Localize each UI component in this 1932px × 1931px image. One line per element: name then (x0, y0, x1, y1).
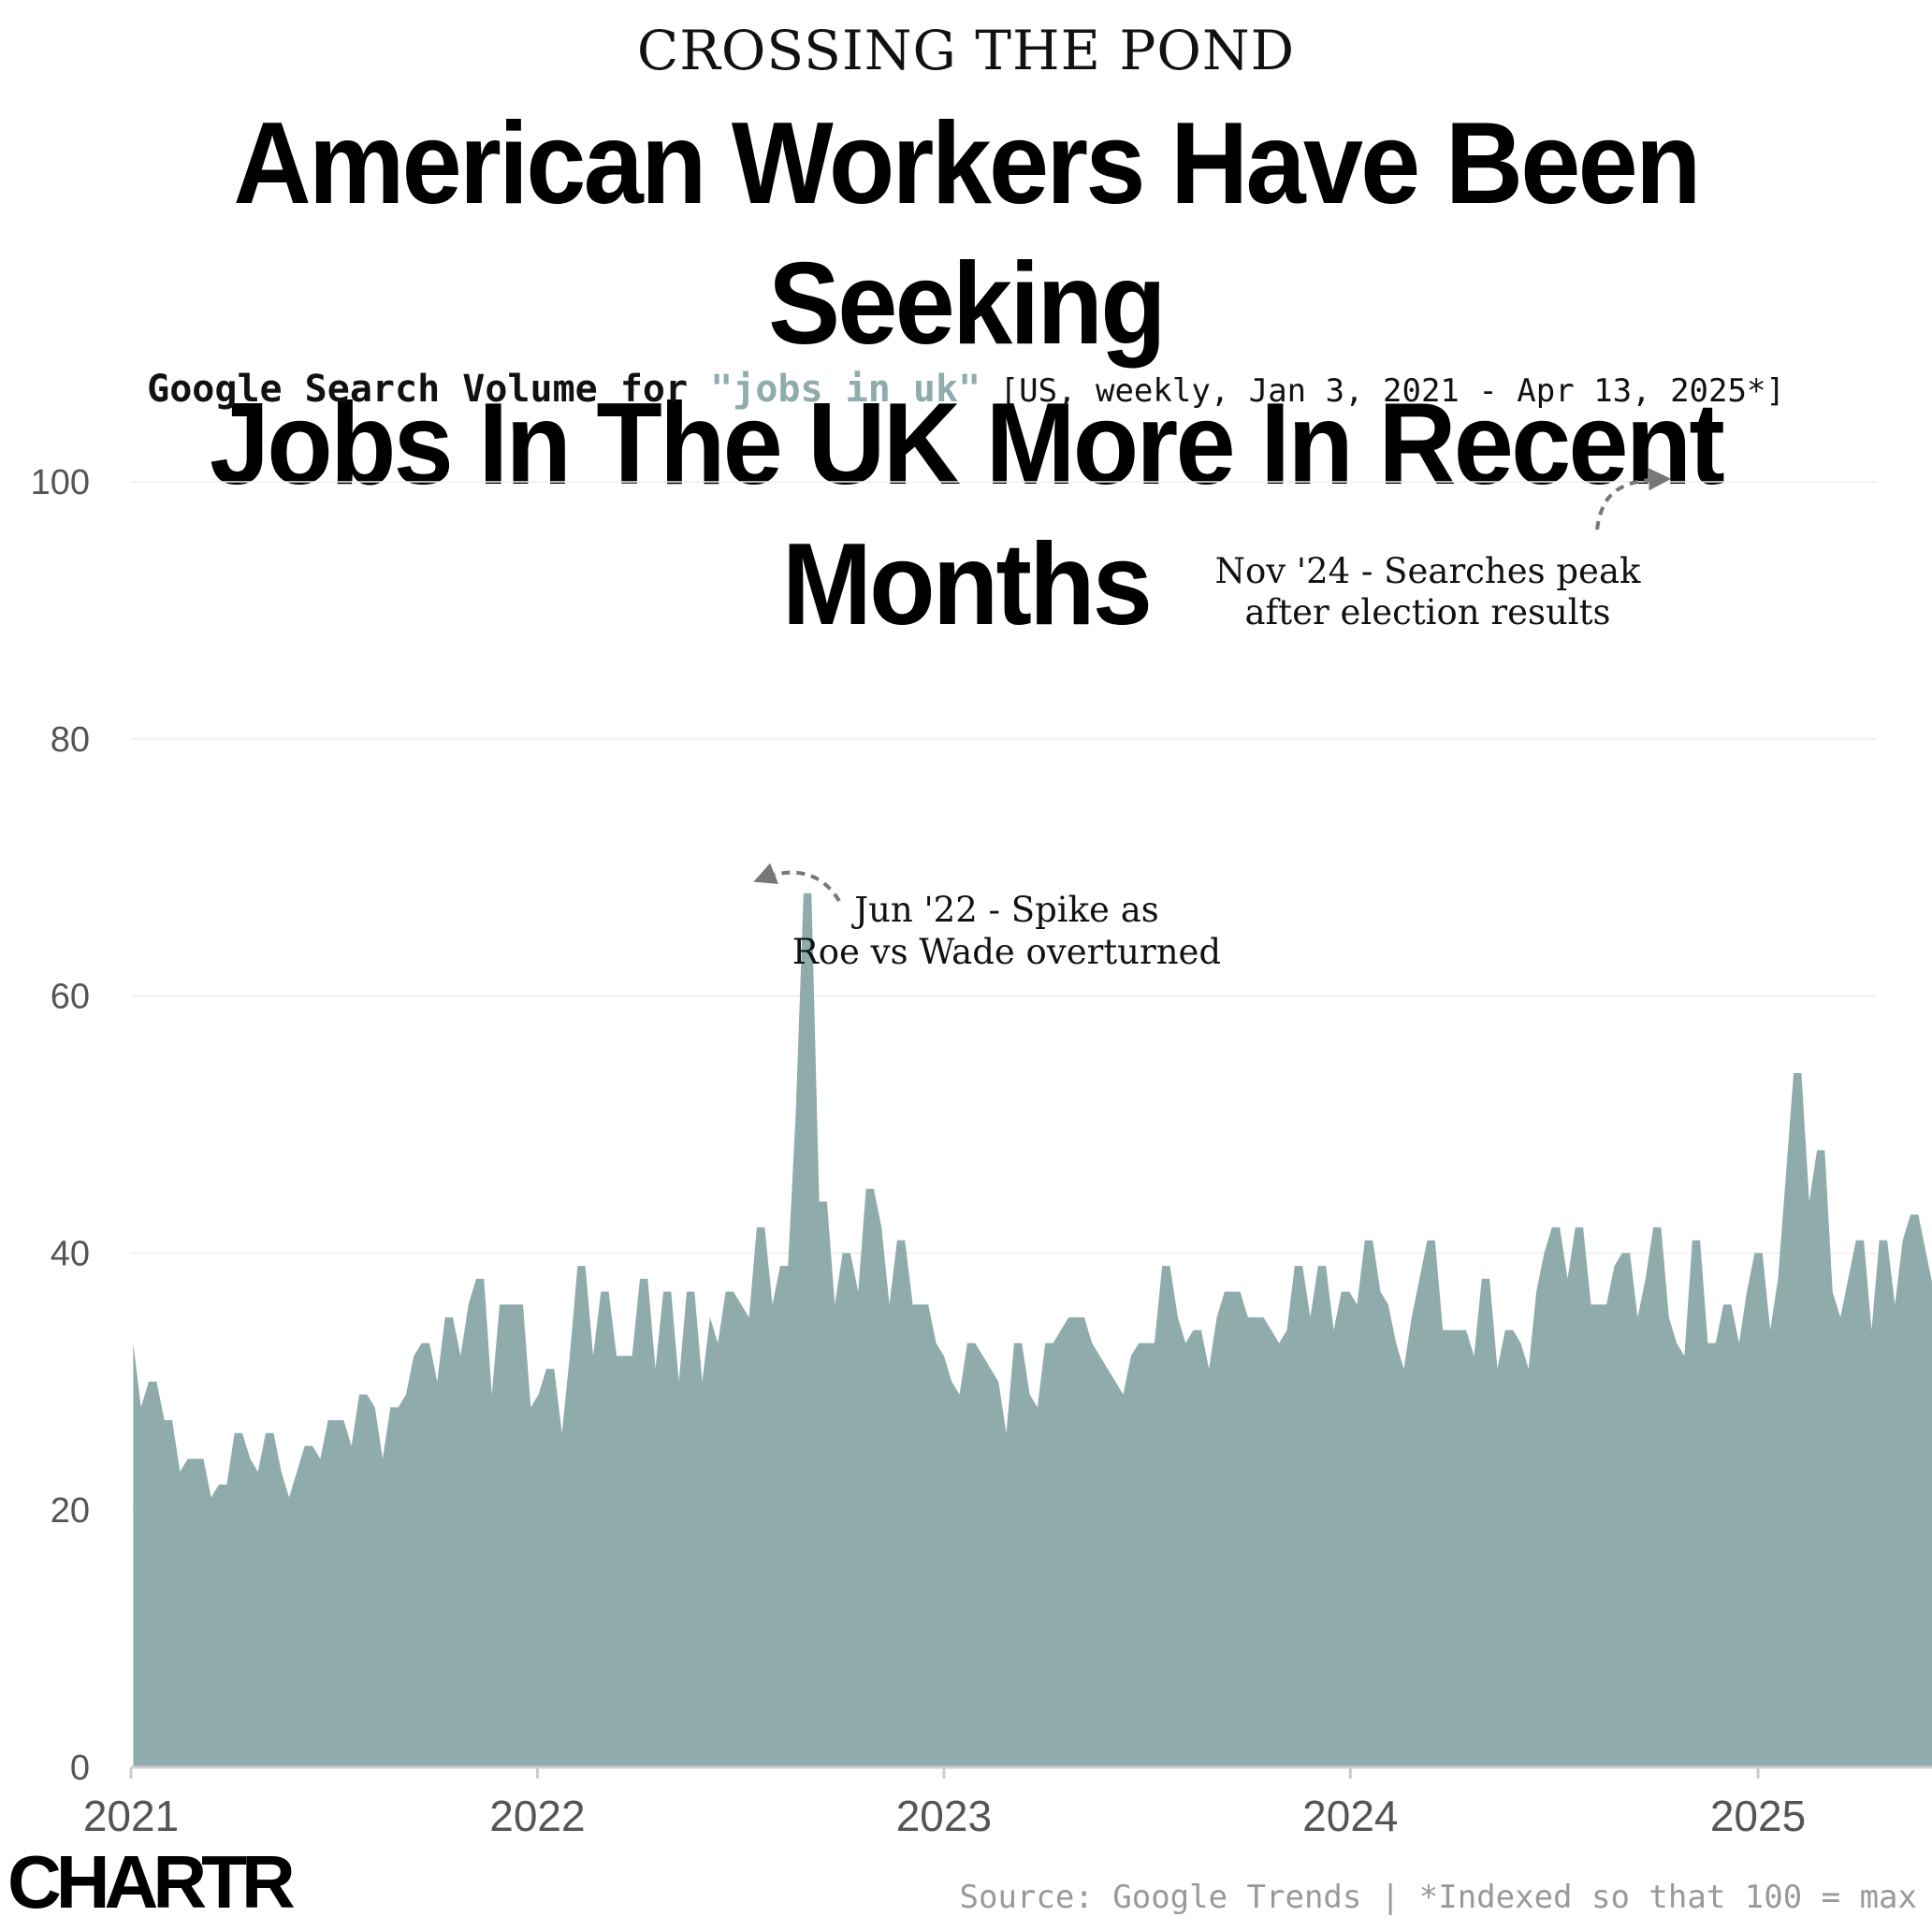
kicker: CROSSING THE POND (636, 19, 1296, 82)
chart-title: American Workers Have Been Seeking Jobs … (67, 94, 1864, 655)
subtitle-range: [US, weekly, Jan 3, 2021 - Apr 13, 2025*… (981, 372, 1785, 410)
title-line-2: Jobs In The UK More In Recent Months (209, 380, 1725, 649)
y-axis: 0 20 40 60 80 100 (31, 463, 90, 1788)
annotation-jun22-line2: Roe vs Wade overturned (792, 932, 1221, 972)
x-tick-label: 2023 (896, 1792, 992, 1840)
x-tick-label: 2022 (489, 1792, 585, 1840)
annotation-nov24-line2: after election results (1245, 592, 1611, 632)
annotation-arrow-jun22 (753, 863, 841, 903)
subtitle-search-term: "jobs in uk" (710, 368, 981, 411)
annotation-nov24-line1: Nov '24 - Searches peak (1215, 551, 1641, 591)
x-axis: 2021 2022 2023 2024 2025 (83, 1767, 1806, 1840)
y-tick-label: 80 (51, 720, 90, 760)
annotation-arrow-nov24 (1595, 468, 1672, 530)
y-tick-label: 20 (51, 1491, 90, 1531)
annotation-jun22-line1: Jun '22 - Spike as (850, 890, 1159, 930)
y-tick-label: 60 (51, 978, 90, 1017)
chart-subtitle: Google Search Volume for "jobs in uk" [U… (0, 368, 1932, 411)
y-tick-label: 0 (70, 1749, 90, 1788)
y-tick-label: 100 (31, 463, 90, 502)
x-tick-label: 2025 (1710, 1792, 1806, 1840)
source-note: Source: Google Trends | *Indexed so that… (959, 1879, 1918, 1916)
y-tick-label: 40 (51, 1234, 90, 1273)
search-volume-area (133, 893, 1932, 1767)
x-tick-label: 2021 (83, 1792, 179, 1840)
subtitle-lead: Google Search Volume for (147, 368, 711, 411)
x-tick-label: 2024 (1302, 1792, 1398, 1840)
title-line-1: American Workers Have Been Seeking (233, 99, 1701, 369)
chartr-logo: CHARTR (7, 1840, 296, 1924)
